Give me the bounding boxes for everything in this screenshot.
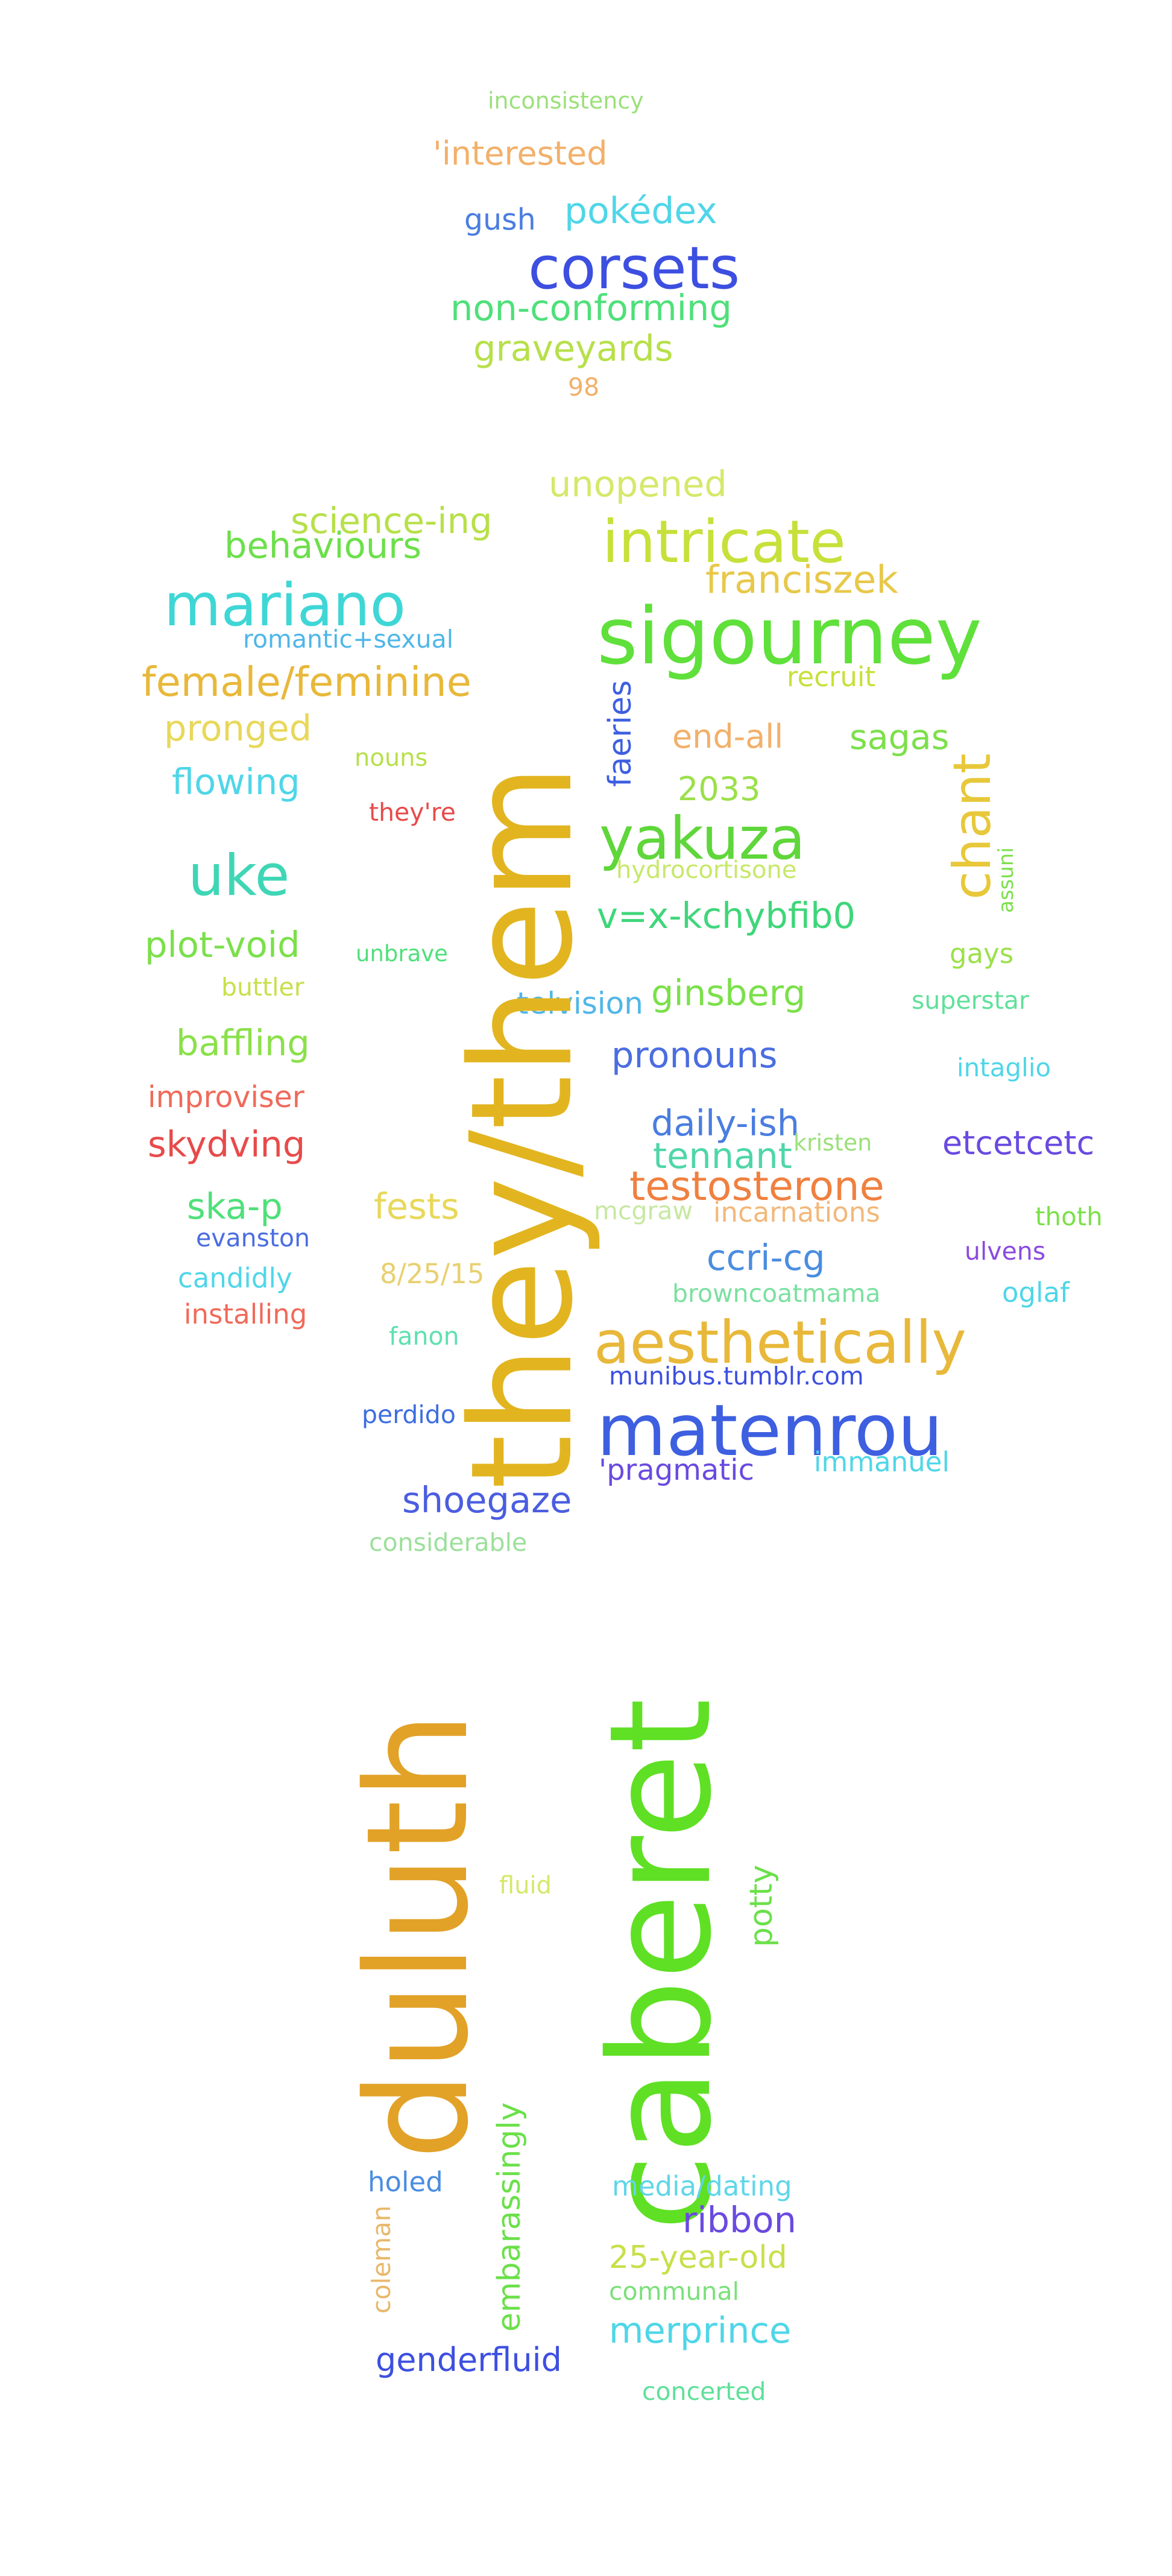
word-intaglio: intaglio [957, 1053, 1051, 1082]
word-skydving: skydving [148, 1123, 306, 1165]
word-25-year-old: 25-year-old [609, 2240, 787, 2276]
word-they-them: they/them [441, 764, 603, 1489]
word-telvision: telvision [517, 986, 643, 1021]
word-oglaf: oglaf [1002, 1277, 1070, 1309]
word-chant: chant [942, 753, 1003, 900]
word-yakuza: yakuza [599, 804, 805, 873]
word-daily-ish: daily-ish [651, 1102, 800, 1144]
word-shoegaze: shoegaze [402, 1479, 572, 1521]
word-8-25-15: 8/25/15 [380, 1258, 485, 1290]
word-incarnations: incarnations [713, 1196, 880, 1228]
word-potty: potty [743, 1864, 780, 1947]
word-fests: fests [374, 1185, 459, 1227]
word-romantic-sexual: romantic+sexual [243, 625, 454, 654]
word-matenrou: matenrou [597, 1389, 943, 1472]
word-browncoatmama: browncoatmama [672, 1279, 881, 1308]
word-98: 98 [568, 373, 600, 402]
word-ccri-cg: ccri-cg [707, 1237, 825, 1278]
word-merprince: merprince [609, 2309, 792, 2351]
word-v-x-kchybfib0: v=x-kchybfib0 [597, 895, 856, 936]
word-considerable: considerable [369, 1528, 528, 1557]
word-assuni: assuni [994, 847, 1018, 913]
word-etcetcetc: etcetcetc [942, 1124, 1095, 1162]
word-kristen: kristen [793, 1129, 872, 1156]
word-media-dating: media/dating [612, 2170, 792, 2202]
word-pragmatic: 'pragmatic [599, 1453, 754, 1487]
word-theyre: they're [369, 798, 456, 827]
word-hydrocortisone: hydrocortisone [616, 856, 797, 884]
word-ska-p: ska-p [187, 1185, 283, 1227]
word-fluid: fluid [499, 1872, 552, 1899]
word-interested: 'interested [433, 134, 608, 172]
word-communal: communal [609, 2277, 739, 2306]
word-caberet: caberet [579, 1698, 742, 2231]
word-duluth: duluth [336, 1711, 499, 2160]
word-faeries: faeries [602, 680, 638, 787]
word-gays: gays [950, 938, 1014, 970]
word-mariano: mariano [164, 571, 406, 639]
word-sagas: sagas [849, 718, 950, 757]
word-inconsistency: inconsistency [488, 87, 644, 114]
word-buttler: buttler [221, 973, 304, 1002]
word-evanston: evanston [196, 1223, 310, 1252]
word-baffling: baffling [176, 1022, 310, 1064]
word-concerted: concerted [642, 2377, 766, 2406]
word-mcgraw: mcgraw [594, 1196, 693, 1225]
word-graveyards: graveyards [473, 327, 673, 369]
word-perdido: perdido [362, 1400, 456, 1429]
word-fanon: fanon [389, 1322, 459, 1351]
word-female-feminine: female/feminine [142, 658, 471, 706]
word-thoth: thoth [1035, 1202, 1103, 1231]
word-nouns: nouns [354, 744, 428, 772]
word-unbrave: unbrave [356, 941, 448, 967]
word-gush: gush [464, 203, 536, 237]
word-munibus-tumblr-com: munibus.tumblr.com [609, 1362, 864, 1391]
word-ginsberg: ginsberg [651, 972, 806, 1014]
word-installing: installing [184, 1298, 307, 1330]
word-behaviours: behaviours [224, 525, 422, 566]
word-corsets: corsets [528, 234, 740, 302]
word-testosterone: testosterone [629, 1163, 884, 1210]
word-tennant: tennant [653, 1135, 792, 1176]
word-embarassingly: embarassingly [491, 2102, 528, 2332]
word-2033: 2033 [678, 770, 761, 808]
word-recruit: recruit [787, 661, 876, 693]
word-unopened: unopened [549, 463, 727, 505]
word-franciszek: franciszek [705, 558, 898, 602]
word-ulvens: ulvens [965, 1237, 1046, 1266]
word-flowing: flowing [172, 761, 300, 803]
word-aesthetically: aesthetically [594, 1309, 966, 1377]
word-science-ing: science-ing [291, 500, 493, 541]
word-sigourney: sigourney [597, 590, 982, 682]
word-intricate: intricate [602, 508, 846, 576]
word-non-conforming: non-conforming [450, 287, 732, 329]
word-superstar: superstar [912, 986, 1029, 1015]
word-ribbon: ribbon [682, 2199, 797, 2241]
word-candidly: candidly [178, 1262, 292, 1294]
word-holed: holed [368, 2166, 443, 2198]
word-genderfluid: genderfluid [376, 2341, 562, 2379]
word-pronouns: pronouns [611, 1034, 778, 1076]
word-uke: uke [188, 843, 290, 909]
word-coleman: coleman [367, 2205, 396, 2314]
word-improviser: improviser [148, 1080, 304, 1114]
word-pokedex: pokédex [564, 190, 717, 232]
word-pronged: pronged [164, 707, 312, 749]
word-plot-void: plot-void [145, 924, 300, 965]
word-immanuel: immanuel [814, 1446, 950, 1478]
word-end-all: end-all [672, 718, 784, 756]
